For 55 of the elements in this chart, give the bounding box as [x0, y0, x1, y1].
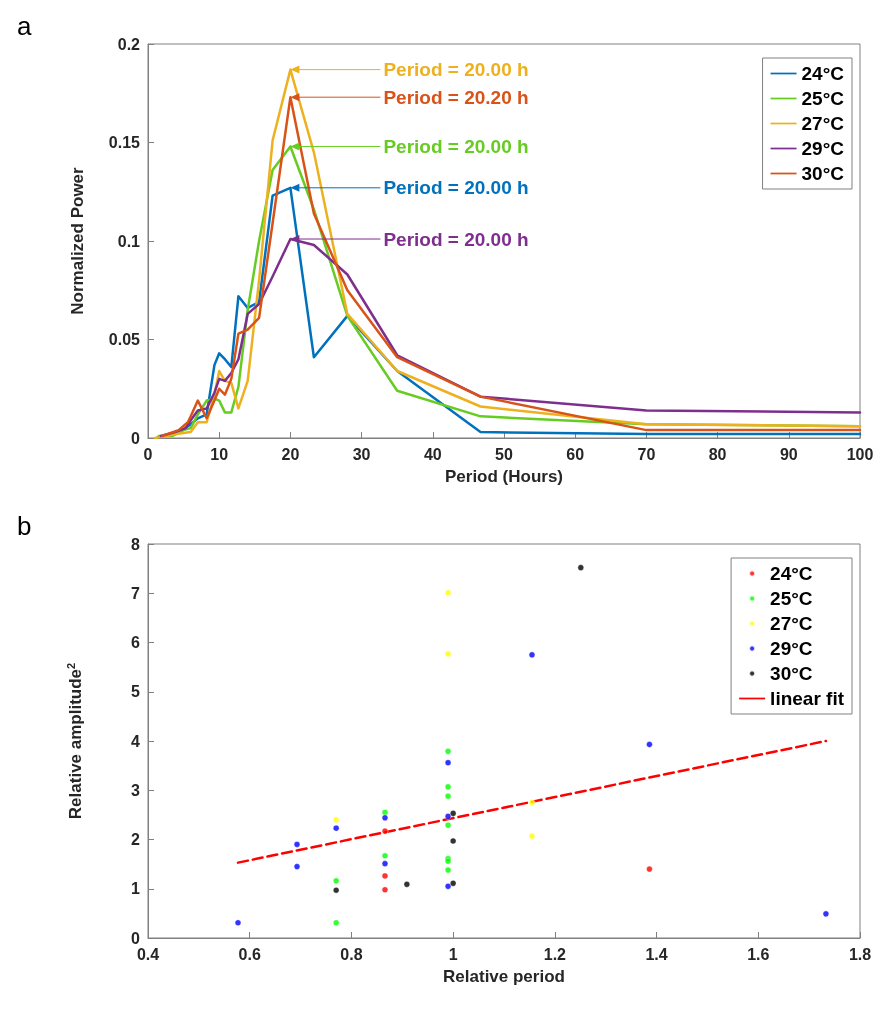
x-tick-label: 0: [143, 445, 153, 463]
y-tick-label: 4: [131, 732, 141, 750]
annotation: Period = 20.00 h: [383, 228, 529, 250]
y-tick-label: 0: [131, 429, 141, 447]
x-tick-label: 1.2: [543, 945, 567, 963]
y-tick-label: 0.15: [108, 134, 141, 151]
x-tick-label: 90: [779, 445, 798, 463]
x-tick-label: 30: [352, 445, 371, 463]
x-tick-label: 40: [423, 445, 442, 463]
x-tick-label: 80: [708, 445, 727, 463]
y-tick-label: 0.2: [117, 35, 141, 53]
x-tick-label: 10: [210, 445, 229, 463]
x-tick-label: 20: [281, 445, 300, 463]
x-tick-label: 0.8: [340, 945, 363, 963]
y-tick-label: 8: [131, 535, 141, 553]
x-tick-label: 70: [637, 445, 656, 463]
y-tick-label: 2: [131, 831, 141, 848]
x-tick-label: 1.8: [848, 945, 872, 963]
annotation: Period = 20.00 h: [383, 177, 529, 199]
x-tick-label: 0.6: [238, 945, 261, 963]
y-tick-label: 5: [131, 683, 141, 701]
annotation: Period = 20.00 h: [383, 59, 529, 81]
legend-label: 29°C: [770, 638, 813, 659]
annotation: Period = 20.00 h: [383, 135, 529, 157]
x-tick-label: 1.4: [645, 945, 668, 963]
y-tick-label: 7: [131, 584, 141, 602]
legend-label: 24°C: [770, 563, 813, 584]
x-tick-label: 0.4: [136, 945, 160, 963]
legend-label: 27°C: [770, 613, 813, 634]
legend-label: linear fit: [770, 688, 845, 709]
y-axis-title: Normalized Power: [68, 166, 87, 315]
y-tick-label: 1: [131, 880, 141, 898]
x-tick-label: 100: [846, 445, 874, 463]
legend-label: 29°C: [801, 138, 845, 159]
x-axis-title: Relative period: [443, 967, 565, 986]
legend-label: 24°C: [801, 63, 845, 84]
y-tick-label: 0: [131, 929, 141, 947]
chart-title: b: [17, 511, 32, 541]
x-tick-label: 60: [566, 445, 585, 463]
x-tick-label: 1: [448, 945, 458, 963]
y-tick-label: 0.1: [117, 232, 141, 250]
chart-title: a: [17, 11, 32, 41]
legend-label: 27°C: [801, 113, 845, 134]
y-tick-label: 0.05: [108, 331, 141, 348]
x-tick-label: 1.6: [747, 945, 770, 963]
y-axis-title: Relative amplitude2: [64, 662, 85, 820]
legend-label: 30°C: [770, 663, 813, 684]
x-tick-label: 50: [495, 445, 513, 463]
y-tick-label: 6: [131, 634, 141, 651]
legend-label: 30°C: [801, 163, 845, 184]
annotation: Period = 20.20 h: [383, 86, 529, 108]
y-tick-label: 3: [131, 781, 141, 799]
x-axis-title: Period (Hours): [444, 467, 564, 486]
legend-label: 25°C: [770, 588, 813, 609]
legend-label: 25°C: [801, 88, 845, 109]
